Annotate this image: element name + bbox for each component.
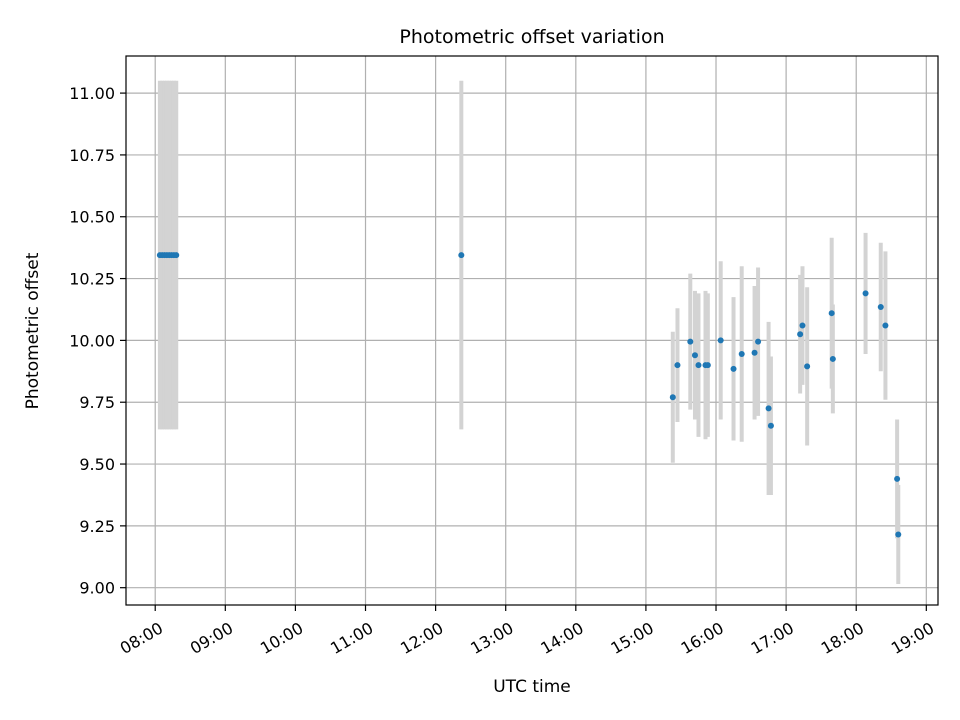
data-point: [799, 322, 806, 329]
data-point: [717, 337, 724, 344]
data-point: [173, 252, 180, 259]
x-tick-label: 13:00: [467, 618, 516, 658]
x-axis-title: UTC time: [493, 677, 571, 697]
data-point: [458, 252, 465, 259]
y-tick-label: 10.50: [69, 208, 115, 227]
x-tick-label: 10:00: [257, 618, 306, 658]
y-tick-label: 10.00: [69, 331, 115, 350]
x-tick-label: 15:00: [607, 618, 656, 658]
x-tick-label: 16:00: [678, 618, 727, 658]
y-tick-label: 9.75: [79, 393, 115, 412]
data-point: [767, 422, 774, 429]
y-tick-label: 10.75: [69, 146, 115, 165]
x-tick-label: 17:00: [748, 618, 797, 658]
data-point: [687, 338, 694, 345]
grid-lines: [126, 56, 938, 605]
data-point: [704, 362, 711, 369]
data-point: [755, 338, 762, 345]
y-axis-title: Photometric offset: [23, 252, 43, 409]
data-point: [751, 349, 758, 356]
data-point: [765, 405, 772, 412]
y-tick-label: 9.00: [79, 579, 115, 598]
data-points: [156, 252, 902, 538]
data-point: [828, 310, 835, 317]
y-tick-label: 9.50: [79, 455, 115, 474]
data-point: [895, 531, 902, 538]
chart-title: Photometric offset variation: [399, 26, 664, 48]
data-point: [882, 322, 889, 329]
data-point: [797, 331, 804, 338]
x-tick-label: 11:00: [327, 618, 376, 658]
data-point: [691, 352, 698, 359]
x-tick-label: 14:00: [537, 618, 586, 658]
data-point: [738, 350, 745, 357]
data-point: [862, 290, 869, 297]
x-axis-ticks: 08:00 09:00 10:00 11:00 12:00 13:00 14:00 15:00…: [117, 605, 937, 658]
y-tick-label: 10.25: [69, 270, 115, 289]
data-point: [695, 362, 702, 369]
data-point: [829, 355, 836, 362]
x-tick-label: 08:00: [117, 618, 166, 658]
x-tick-label: 09:00: [187, 618, 236, 658]
error-bars: [157, 80, 901, 584]
data-point: [894, 475, 901, 482]
plot-frame: [125, 55, 939, 606]
x-tick-label: 19:00: [888, 618, 937, 658]
y-tick-label: 11.00: [69, 84, 115, 103]
x-tick-label: 18:00: [818, 618, 867, 658]
data-point: [730, 365, 737, 372]
data-point: [804, 363, 811, 370]
y-tick-label: 9.25: [79, 517, 115, 536]
data-point: [669, 394, 676, 401]
x-tick-label: 12:00: [397, 618, 446, 658]
y-axis-ticks: 9.00 9.25 9.50 9.75 10.00 10.25 10.50 10.75 11.0…: [69, 84, 126, 598]
data-point: [877, 304, 884, 311]
data-point: [674, 362, 681, 369]
